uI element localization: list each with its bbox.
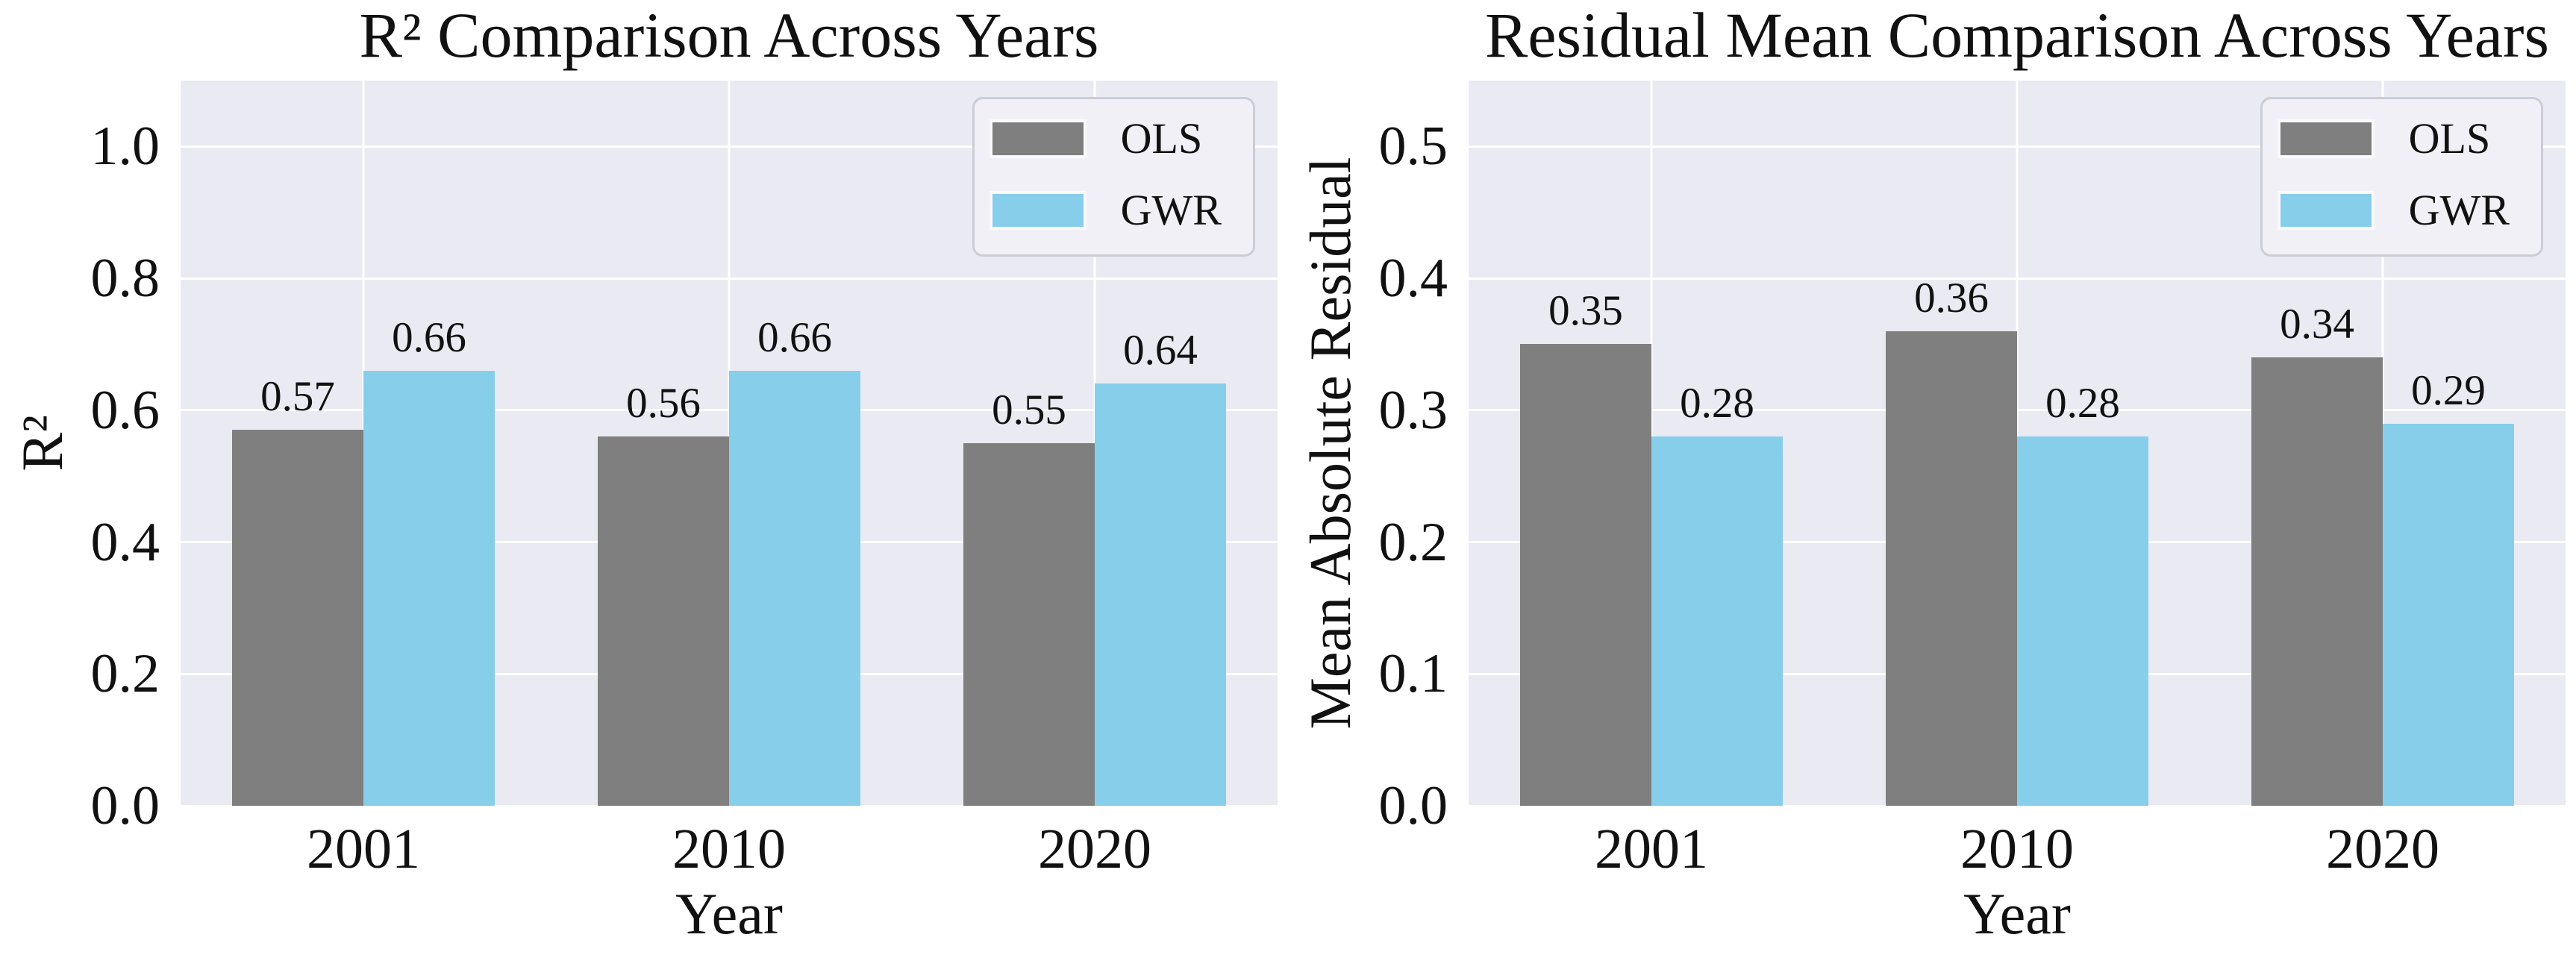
y-tick-label: 0.0 [90, 775, 160, 836]
bar-gwr-2020 [2383, 423, 2514, 806]
y-tick-label: 0.1 [1378, 643, 1448, 705]
legend-label: GWR [1120, 186, 1222, 234]
y-tick-label: 0.8 [90, 248, 160, 310]
bar-value-label: 0.35 [1548, 287, 1623, 335]
y-tick-label: 0.6 [90, 379, 160, 441]
bar-gwr-2010 [2017, 436, 2148, 806]
bar-gwr-2020 [1095, 383, 1226, 806]
bar-value-label: 0.66 [757, 313, 832, 361]
bar-gwr-2010 [729, 370, 860, 806]
x-tick-label: 2001 [307, 818, 420, 880]
x-tick-label: 2010 [1960, 818, 2074, 880]
bar-value-label: 0.28 [2045, 380, 2120, 428]
legend-label: OLS [1120, 114, 1203, 163]
subplot-residual-mean-comparison: Residual Mean Comparison Across Years Me… [1288, 0, 2576, 955]
y-tick-label: 1.0 [90, 116, 160, 178]
legend-swatch-gwr [2280, 194, 2372, 227]
legend-swatch-gwr [992, 194, 1084, 227]
bar-ols-2001 [232, 430, 363, 806]
legend: OLS GWR [972, 97, 1255, 257]
x-tick-label: 2020 [2326, 818, 2439, 880]
bar-value-label: 0.66 [392, 313, 466, 361]
bar-ols-2010 [1886, 331, 2017, 806]
x-tick-label: 2020 [1038, 818, 1151, 880]
legend: OLS GWR [2260, 97, 2543, 257]
chart-title: R² Comparison Across Years [359, 0, 1099, 71]
bar-ols-2010 [598, 436, 729, 806]
chart-title: Residual Mean Comparison Across Years [1484, 0, 2550, 71]
legend-entry-ols: OLS [992, 117, 1222, 160]
y-tick-label: 0.2 [1378, 511, 1448, 573]
y-tick-label: 0.4 [90, 511, 160, 573]
x-axis-label: Year [675, 881, 783, 946]
bar-value-label: 0.55 [992, 386, 1066, 433]
legend-swatch-ols [992, 122, 1084, 155]
legend-label: GWR [2408, 186, 2510, 234]
legend-swatch-ols [2280, 122, 2372, 155]
x-tick-label: 2001 [1595, 818, 1708, 880]
legend-entry-ols: OLS [2280, 117, 2510, 160]
bar-value-label: 0.28 [1680, 380, 1754, 428]
plot-area: 0.35 0.36 0.34 0.28 0.28 0.29 OLS GWR [1469, 81, 2566, 807]
bar-gwr-2001 [363, 370, 495, 806]
y-tick-label: 0.5 [1378, 116, 1448, 178]
bar-value-label: 0.29 [2411, 366, 2486, 414]
bar-value-label: 0.34 [2280, 301, 2354, 348]
bar-value-label: 0.56 [626, 380, 701, 428]
y-tick-label: 0.0 [1378, 775, 1448, 836]
legend-entry-gwr: GWR [2280, 189, 2510, 232]
legend-label: OLS [2408, 114, 2491, 163]
y-tick-label: 0.3 [1378, 379, 1448, 441]
x-tick-label: 2010 [672, 818, 786, 880]
bar-value-label: 0.36 [1914, 274, 1989, 322]
y-axis-label: Mean Absolute Residual [1298, 157, 1363, 730]
x-axis-label: Year [1963, 881, 2071, 946]
grid-line-horizontal [181, 804, 1278, 807]
subplot-r2-comparison: R² Comparison Across Years R² 0.57 0.56 0.… [10, 0, 1278, 946]
bar-value-label: 0.57 [260, 373, 335, 421]
bar-ols-2020 [2251, 357, 2383, 806]
plot-area: 0.57 0.56 0.55 0.66 0.66 0.64 OLS GWR [181, 81, 1278, 807]
legend-entry-gwr: GWR [992, 189, 1222, 232]
y-tick-label: 0.4 [1378, 248, 1448, 310]
y-tick-label: 0.2 [90, 643, 160, 705]
bar-ols-2020 [963, 443, 1095, 806]
grid-line-horizontal [1469, 804, 2566, 807]
bar-ols-2001 [1520, 344, 1651, 806]
bar-value-label: 0.64 [1123, 327, 1198, 375]
bar-gwr-2001 [1651, 436, 1783, 806]
